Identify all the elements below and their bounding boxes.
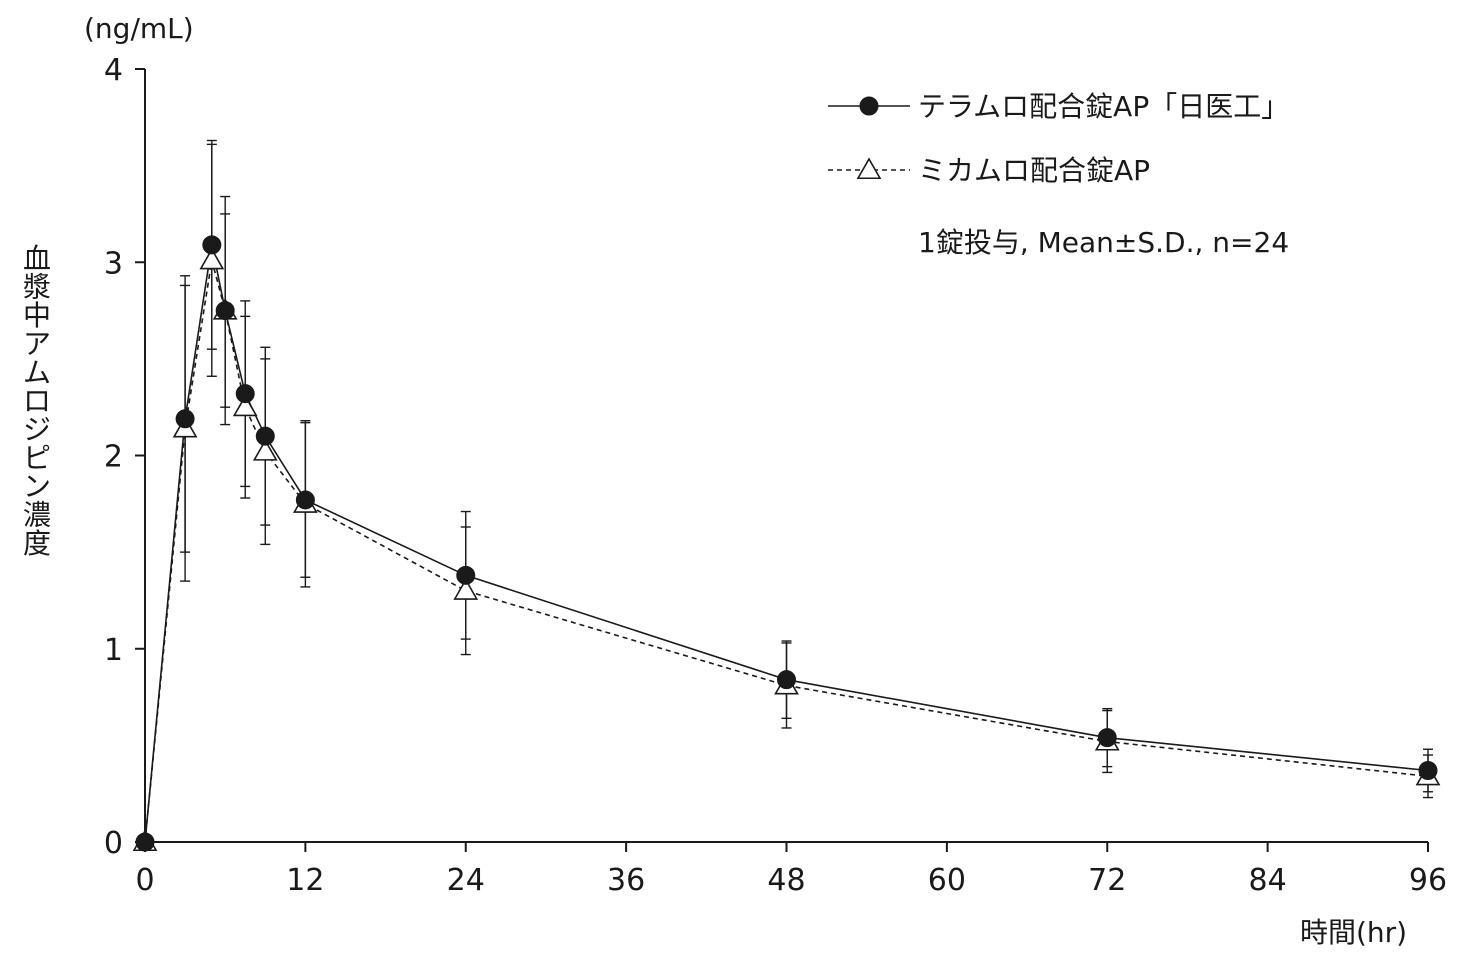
y-tick-label: 1 — [104, 633, 123, 668]
x-tick-label: 84 — [1249, 863, 1287, 898]
data-point — [255, 426, 275, 446]
data-point — [856, 157, 882, 180]
x-tick-label: 48 — [767, 863, 805, 898]
data-point — [859, 96, 879, 116]
data-point — [456, 565, 476, 585]
y-label-char: 中 — [23, 299, 51, 332]
y-label-char: 濃 — [23, 499, 51, 532]
y-tick-label: 3 — [104, 246, 123, 281]
x-tick-label: 96 — [1409, 863, 1447, 898]
series-line-1 — [144, 260, 1429, 843]
y-label-char: ロ — [23, 385, 51, 418]
data-point — [295, 490, 315, 510]
x-tick-label: 36 — [607, 863, 645, 898]
legend: テラムロ配合錠AP「日医工」ミカムロ配合錠AP — [828, 90, 1289, 187]
markers-series-1 — [132, 247, 1441, 852]
y-label-char: 血 — [23, 242, 51, 275]
x-tick-label: 12 — [286, 863, 324, 898]
data-point — [135, 832, 155, 852]
data-point — [1418, 760, 1438, 780]
data-point — [232, 394, 258, 417]
y-label-char: ア — [23, 328, 51, 361]
data-point — [1097, 728, 1117, 748]
y-label-char: 度 — [23, 527, 51, 560]
legend-label-1: ミカムロ配合錠AP — [918, 154, 1150, 187]
y-label-char: ン — [23, 470, 51, 503]
data-point — [199, 247, 225, 270]
y-tick-label: 0 — [104, 826, 123, 861]
series-layer — [132, 139, 1441, 852]
y-label-char: ピ — [23, 442, 51, 475]
series-line-0 — [144, 244, 1429, 843]
y-tick-label: 2 — [104, 440, 123, 475]
legend-label-0: テラムロ配合錠AP「日医工」 — [918, 90, 1289, 123]
y-label-char: ジ — [23, 413, 51, 446]
x-tick-label: 60 — [928, 863, 966, 898]
x-tick-label: 24 — [447, 863, 485, 898]
data-point — [215, 301, 235, 321]
data-point — [252, 439, 278, 461]
data-point — [175, 409, 195, 429]
y-label-char: 漿 — [23, 271, 51, 304]
data-point — [453, 578, 479, 600]
markers-series-0 — [135, 235, 1438, 852]
y-axis-unit: (ng/mL) — [84, 12, 194, 45]
x-axis-label: 時間(hr) — [1300, 916, 1407, 949]
x-tick-label: 0 — [135, 863, 154, 898]
data-point — [202, 235, 222, 255]
x-tick-label: 72 — [1088, 863, 1126, 898]
y-tick-label: 4 — [104, 53, 123, 88]
y-label-char: ム — [23, 356, 51, 389]
chart-note: 1錠投与, Mean±S.D., n=24 — [918, 226, 1289, 259]
data-point — [235, 384, 255, 404]
data-point — [777, 670, 796, 690]
